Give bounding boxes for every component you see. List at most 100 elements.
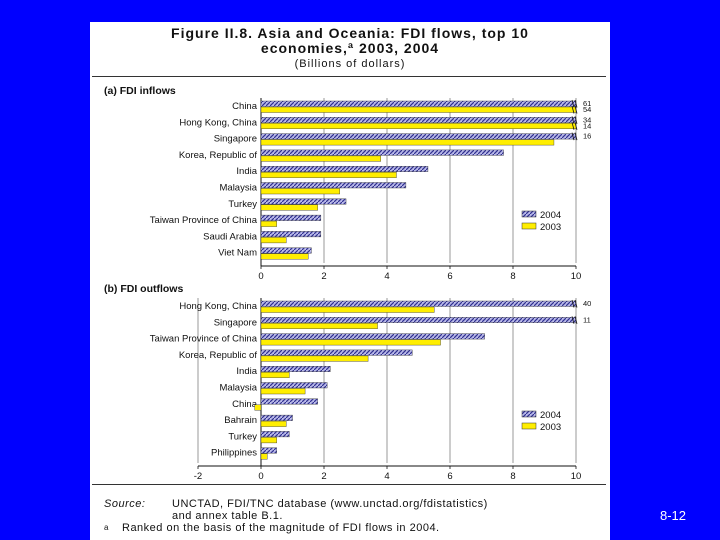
overflow-value-label: 61 <box>583 99 591 108</box>
bar-2004 <box>260 398 318 405</box>
break-mark <box>571 132 575 141</box>
title-divider <box>92 76 606 77</box>
category-label: Taiwan Province of China <box>150 334 258 345</box>
legend-label-2003: 2003 <box>540 222 561 233</box>
bar-2003 <box>260 123 577 130</box>
x-tick-label: 2 <box>321 471 326 482</box>
category-label: China <box>232 399 258 410</box>
bar-2003 <box>260 139 555 146</box>
bar-2004 <box>260 133 577 140</box>
figure-title-line1: Figure II.8. Asia and Oceania: FDI flows… <box>171 25 529 41</box>
category-label: Malaysia <box>220 383 258 394</box>
bar-2003 <box>260 204 318 211</box>
bar-2004 <box>260 247 312 254</box>
overflow-value-label: 16 <box>583 132 591 141</box>
x-tick-label: 8 <box>510 471 515 482</box>
x-tick-label: 10 <box>571 271 582 282</box>
x-tick-label: 10 <box>571 471 582 482</box>
bar-2003 <box>260 388 306 395</box>
break-mark <box>574 316 578 324</box>
bar-2003 <box>254 404 262 411</box>
source-text-line2: and annex table B.1. <box>172 510 283 522</box>
slide-number: 8-12 <box>660 508 687 523</box>
bar-2003 <box>260 171 397 178</box>
footnotes: Source: UNCTAD, FDI/TNC database (www.unc… <box>104 498 604 534</box>
break-mark <box>571 299 575 308</box>
break-mark <box>571 316 575 324</box>
footer-divider <box>92 484 606 485</box>
bar-2004 <box>260 447 277 454</box>
category-label: Malaysia <box>220 183 258 194</box>
category-label: Hong Kong, China <box>179 301 257 312</box>
panel-title-inflows: (a) FDI inflows <box>104 85 176 97</box>
category-label: Korea, Republic of <box>179 350 258 361</box>
legend-label-2004: 2004 <box>540 410 561 421</box>
legend-swatch-2003 <box>521 222 537 230</box>
overflow-value-label: 14 <box>583 121 591 130</box>
overflow-value-label: 11 <box>583 315 591 324</box>
x-tick-label: -2 <box>194 471 202 482</box>
bar-2004 <box>260 366 331 372</box>
bar-2004 <box>260 317 577 323</box>
bar-2003 <box>260 372 290 378</box>
overflow-value-label: 54 <box>583 105 591 114</box>
bar-2003 <box>260 106 577 113</box>
bar-2004 <box>260 231 322 238</box>
figure-title: Figure II.8. Asia and Oceania: FDI flows… <box>90 26 610 56</box>
source-text-line1: UNCTAD, FDI/TNC database (www.unctad.org… <box>172 498 488 510</box>
x-tick-label: 4 <box>384 471 389 482</box>
legend-label-2004: 2004 <box>540 210 561 221</box>
bar-2003 <box>260 237 287 244</box>
overflow-value-label: 34 <box>583 115 591 124</box>
legend-swatch-2004 <box>521 210 537 218</box>
x-tick-label: 0 <box>258 271 263 282</box>
break-mark <box>574 105 578 114</box>
legend-label-2003: 2003 <box>540 422 561 433</box>
figure-panel: Figure II.8. Asia and Oceania: FDI flows… <box>90 22 610 540</box>
bar-2004 <box>260 117 577 124</box>
figure-title-line2: economies,ª 2003, 2004 <box>260 40 440 56</box>
x-tick-label: 6 <box>447 471 452 482</box>
bar-2004 <box>260 182 407 189</box>
bar-2004 <box>260 349 413 356</box>
x-tick-label: 4 <box>384 271 389 282</box>
legend-swatch-2004 <box>521 410 537 418</box>
bar-2004 <box>260 333 485 340</box>
category-label: Korea, Republic of <box>179 150 258 161</box>
note-marker: a <box>104 523 109 532</box>
bar-2003 <box>260 188 340 195</box>
bar-2004 <box>260 149 504 156</box>
overflow-value-label: 40 <box>583 299 591 308</box>
bar-2003 <box>260 323 378 329</box>
panel-title-outflows: (b) FDI outflows <box>104 283 183 295</box>
category-label: Taiwan Province of China <box>150 215 258 226</box>
break-mark <box>574 122 578 130</box>
x-tick-label: 2 <box>321 271 326 282</box>
category-label: China <box>232 101 258 112</box>
bar-2004 <box>260 300 577 307</box>
x-tick-label: 0 <box>258 471 263 482</box>
category-label: Philippines <box>211 448 257 459</box>
bar-2003 <box>260 420 287 427</box>
note-text: Ranked on the basis of the magnitude of … <box>122 522 440 534</box>
bar-2003 <box>260 453 268 460</box>
source-label: Source: <box>104 498 146 510</box>
category-label: Turkey <box>228 199 257 210</box>
category-label: Hong Kong, China <box>179 117 257 128</box>
category-label: Saudi Arabia <box>203 231 258 242</box>
x-tick-label: 8 <box>510 271 515 282</box>
category-label: Singapore <box>214 134 257 145</box>
bar-2003 <box>260 306 435 313</box>
break-mark <box>571 99 575 108</box>
break-mark <box>571 105 575 114</box>
category-label: Viet Nam <box>218 248 257 259</box>
break-mark <box>571 122 575 130</box>
category-label: India <box>236 366 257 377</box>
break-mark <box>571 116 575 124</box>
bar-2003 <box>260 339 441 346</box>
x-tick-label: 6 <box>447 271 452 282</box>
category-label: Bahrain <box>224 415 257 426</box>
category-label: India <box>236 166 257 177</box>
bar-2004 <box>260 382 328 389</box>
break-mark <box>574 116 578 124</box>
